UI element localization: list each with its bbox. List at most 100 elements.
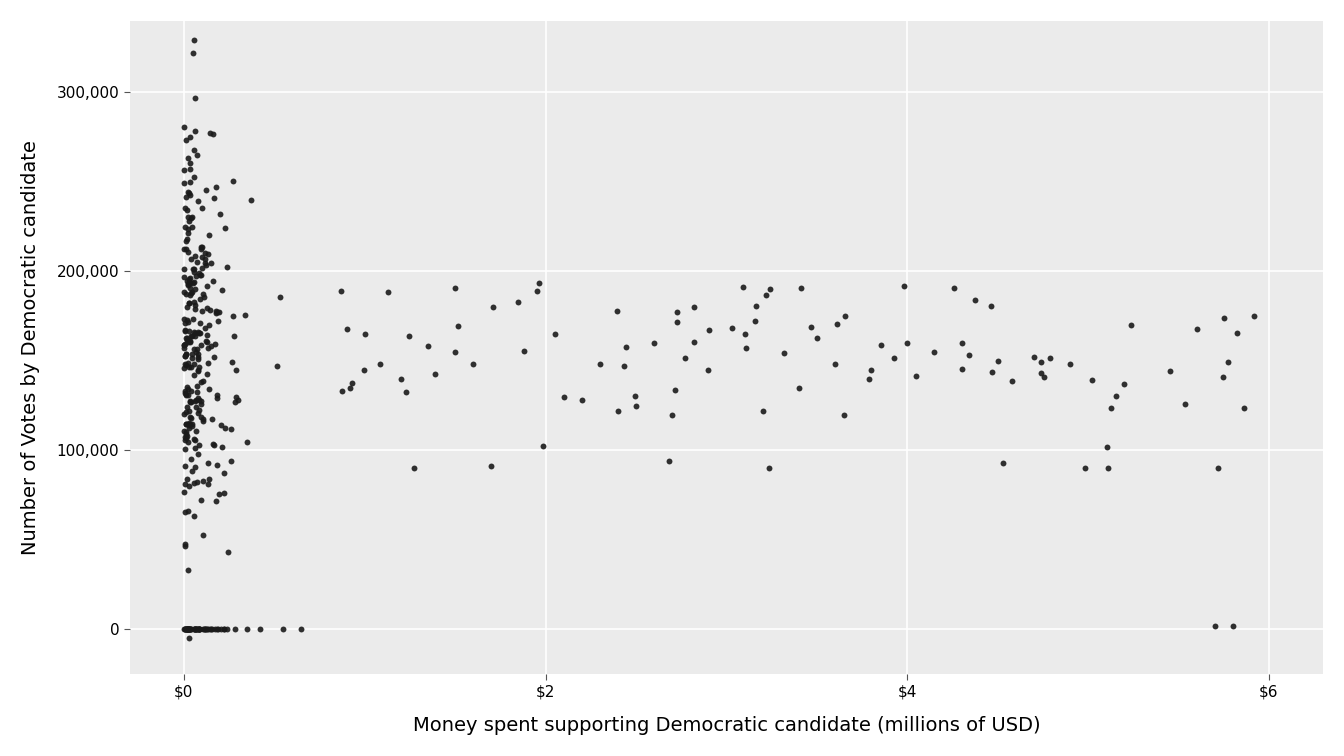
Point [176,275,198,287]
Point [192,623,214,635]
Point [218,546,239,558]
Point [173,262,195,274]
Point [184,342,206,355]
Point [176,203,198,215]
Point [177,227,199,239]
Point [180,253,202,265]
Point [179,187,200,199]
Point [173,287,195,299]
Point [203,192,224,204]
Point [196,330,218,342]
Point [480,460,501,472]
Point [175,434,196,446]
Point [508,296,530,308]
Point [177,152,199,164]
Point [1097,441,1118,453]
Point [175,432,196,444]
Point [734,328,755,340]
Point [176,623,198,635]
Point [571,394,593,406]
Point [176,623,198,635]
Point [198,383,219,395]
Point [176,381,198,393]
Point [199,623,220,635]
Point [226,364,247,376]
Point [644,337,665,349]
Point [175,348,196,360]
Point [177,279,199,291]
Point [190,623,211,635]
Point [203,352,224,364]
Point [1031,367,1052,379]
Point [180,385,202,397]
Point [183,510,204,522]
Point [183,275,204,287]
Point [199,304,220,316]
Point [759,283,781,295]
Point [482,301,504,313]
Point [175,317,196,329]
Point [176,401,198,413]
Point [943,282,965,294]
Point [191,398,212,411]
Point [192,413,214,425]
Point [992,457,1013,469]
Point [185,623,207,635]
Point [532,440,554,452]
Point [198,357,219,369]
Point [191,243,212,256]
Point [173,177,195,189]
Point [175,333,196,345]
Point [175,478,196,490]
Point [175,623,196,635]
Point [177,563,199,575]
Point [185,623,207,635]
Point [179,271,200,284]
Point [215,222,237,234]
Point [175,191,196,203]
Point [184,144,206,156]
Point [177,479,199,491]
Point [179,334,200,346]
Point [589,358,610,370]
Point [184,461,206,473]
Point [188,448,210,460]
Point [184,296,206,308]
Point [175,338,196,350]
Point [200,623,222,635]
Point [965,294,986,306]
Point [1113,378,1134,390]
Point [923,346,945,358]
Point [1208,462,1230,474]
Point [176,623,198,635]
Point [185,476,207,488]
Point [224,623,246,635]
Point [173,339,195,351]
Point [180,330,202,342]
Point [353,328,375,340]
Point [175,417,196,429]
Point [1059,358,1081,370]
Point [190,339,211,351]
Point [204,623,226,635]
Point [179,297,200,309]
Point [183,433,204,445]
Point [188,394,210,406]
Point [183,266,204,278]
Point [175,388,196,400]
Point [1175,398,1196,411]
Point [181,330,203,342]
Point [1001,376,1023,388]
Point [462,358,484,370]
Point [176,332,198,344]
Point [187,365,208,377]
Point [528,277,550,290]
Point [180,287,202,299]
Point [187,351,208,363]
Point [206,305,227,317]
Point [191,395,212,407]
Point [341,377,363,389]
Point [184,303,206,315]
Point [190,327,211,339]
Point [195,335,216,347]
